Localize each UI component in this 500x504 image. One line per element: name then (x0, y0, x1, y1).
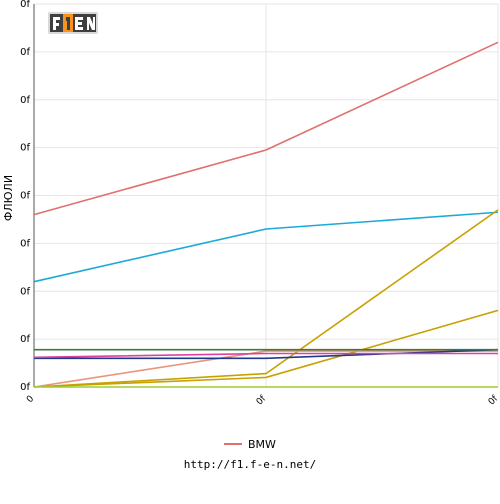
series-line-2 (33, 209, 499, 388)
f1en-logo (48, 12, 98, 34)
series-line-5 (34, 348, 499, 360)
y-tick-label: 0f (20, 0, 30, 10)
legend: BMW (224, 438, 276, 451)
series-line-4 (33, 350, 498, 388)
x-tick-label: 0f (255, 393, 269, 407)
series-line-0 (33, 41, 499, 216)
footer-url[interactable]: http://f1.f-e-n.net/ (183, 458, 317, 471)
y-tick-label: 0f (20, 95, 30, 106)
series-line-1 (33, 211, 499, 283)
y-tick-label: 0f (20, 286, 30, 297)
series-line-7 (33, 352, 498, 359)
y-tick-label: 0f (20, 191, 30, 202)
y-tick-label: 0f (20, 47, 30, 58)
y-tick-label: 0f (20, 238, 30, 249)
x-tick-label: 0 (25, 394, 36, 405)
series-lines (33, 41, 499, 388)
y-axis-label: ФЛЮЛИ (2, 175, 15, 221)
y-tick-label: 0f (20, 143, 30, 154)
series-line-3 (33, 309, 499, 388)
y-tick-label: 0f (20, 334, 30, 345)
x-tick-label: 0f (487, 393, 500, 407)
y-tick-label: 0f (20, 382, 30, 393)
legend-label-bmw: BMW (248, 438, 276, 451)
